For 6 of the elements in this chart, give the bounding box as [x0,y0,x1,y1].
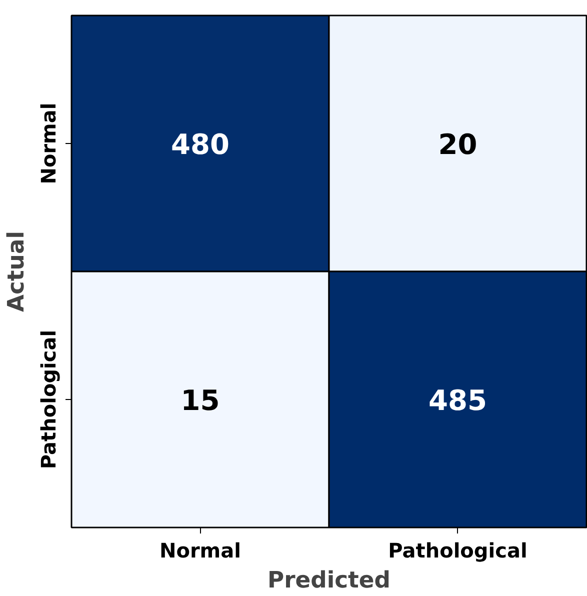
data-label: 20 [438,128,478,161]
data-label: 15 [180,384,220,417]
data-label: 485 [428,384,487,417]
data-label: 480 [171,128,230,161]
y-axis-title: Actual [4,231,30,312]
x-axis-title: Predicted [268,568,390,594]
